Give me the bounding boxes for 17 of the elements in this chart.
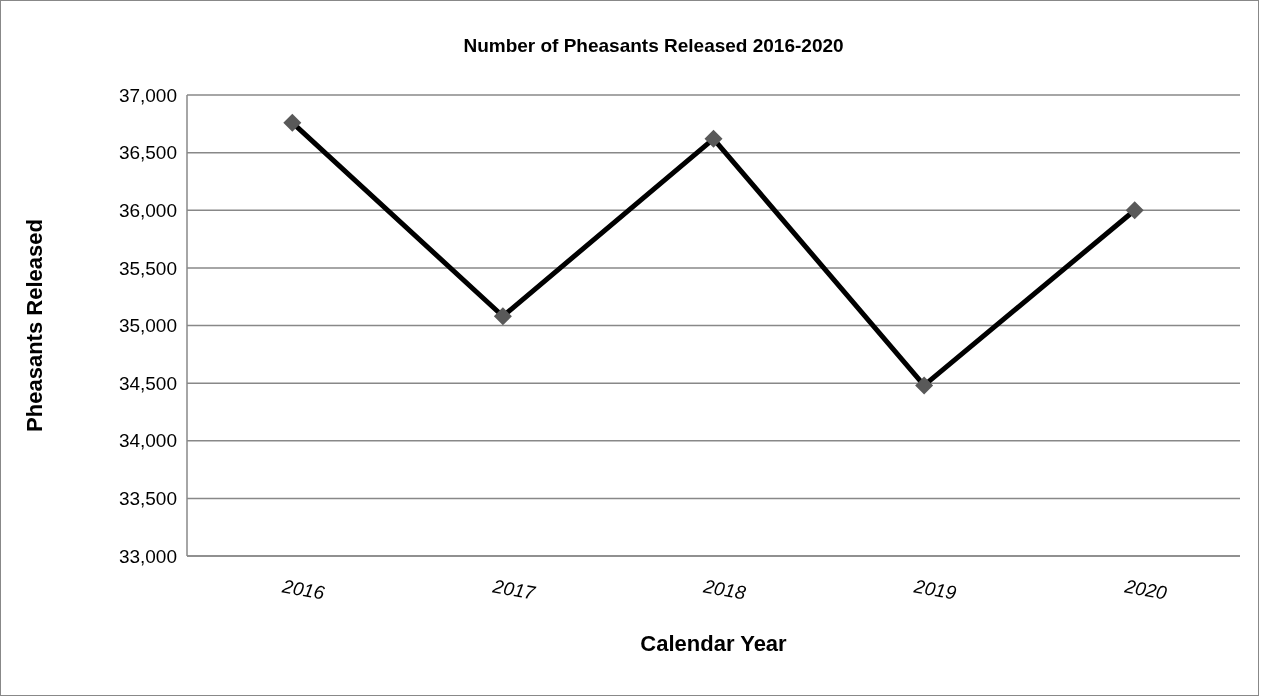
y-tick-label: 36,500 <box>118 142 177 164</box>
y-tick-label: 35,500 <box>118 257 177 279</box>
y-tick-label: 35,000 <box>118 315 177 337</box>
x-axis-title: Calendar Year <box>640 631 788 656</box>
y-axis-title: Pheasants Released <box>22 219 47 432</box>
chart-title: Number of Pheasants Released 2016-2020 <box>463 35 844 56</box>
y-tick-label: 33,000 <box>118 545 177 567</box>
y-tick-label: 37,000 <box>118 84 177 106</box>
x-tick-label: 2016 <box>279 575 327 604</box>
y-tick-label: 34,000 <box>118 430 177 452</box>
x-tick-label: 2020 <box>1122 575 1169 604</box>
x-tick-label: 2019 <box>911 575 959 604</box>
y-tick-label: 36,000 <box>118 199 177 221</box>
y-tick-label: 34,500 <box>118 372 177 394</box>
x-tick-label: 2018 <box>701 575 748 604</box>
x-tick-label: 2017 <box>490 575 539 604</box>
y-tick-label: 33,500 <box>118 488 177 510</box>
